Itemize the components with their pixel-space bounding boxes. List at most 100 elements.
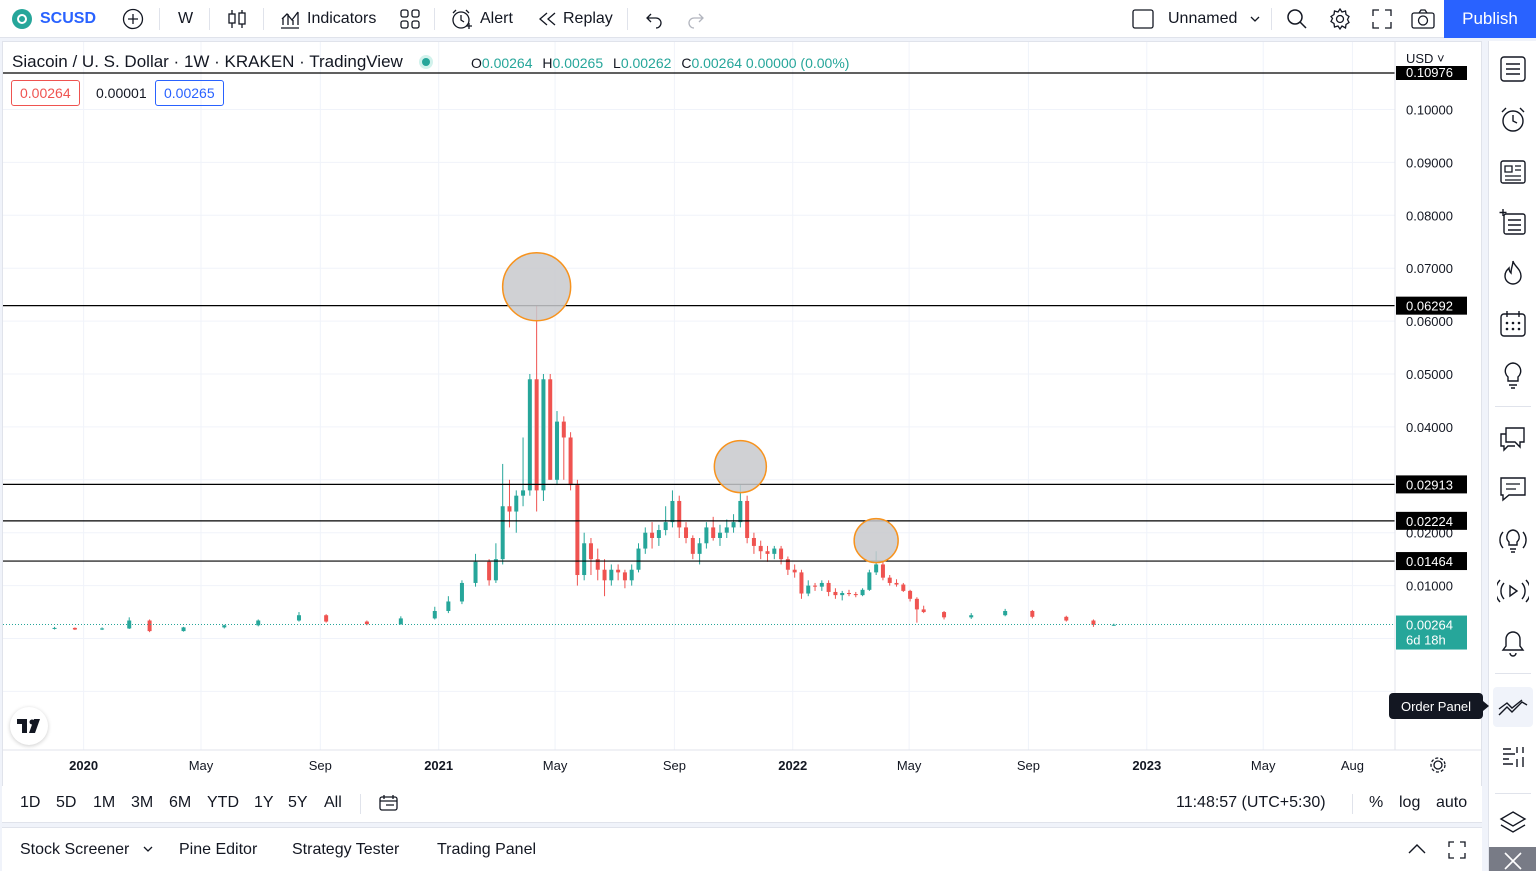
range-all[interactable]: All [324, 794, 342, 811]
goto-date-icon[interactable] [378, 793, 400, 813]
range-6m[interactable]: 6M [169, 794, 192, 811]
news-button[interactable] [1497, 156, 1529, 188]
time-label[interactable]: Aug [1341, 758, 1364, 773]
grid-icon [400, 9, 420, 29]
interval-button[interactable]: W [178, 0, 193, 38]
hotlists-button[interactable] [1497, 257, 1529, 289]
time-label[interactable]: Sep [1017, 758, 1040, 773]
highlight-circle[interactable] [853, 517, 899, 564]
tab-pine-editor[interactable]: Pine Editor [179, 841, 258, 858]
layout-button[interactable]: Unnamed [1131, 0, 1263, 38]
highlight-circle[interactable] [501, 251, 572, 322]
order-panel-icon [1498, 699, 1528, 716]
depth-of-market-button[interactable] [1497, 741, 1529, 773]
ideas-button[interactable] [1497, 359, 1529, 391]
time-label[interactable]: 2022 [778, 758, 807, 773]
candle [1064, 616, 1069, 621]
time-label[interactable]: May [1251, 758, 1276, 773]
clock-label[interactable]: 11:48:57 (UTC+5:30) [1176, 794, 1326, 811]
alerts-button[interactable] [1497, 104, 1529, 136]
replay-icon [539, 12, 556, 26]
chevron-up-icon[interactable] [1406, 841, 1428, 857]
candle [758, 545, 763, 552]
time-label[interactable]: May [897, 758, 922, 773]
time-label[interactable]: Sep [309, 758, 332, 773]
price-tick-label: 0.08000 [1406, 208, 1453, 223]
range-1y[interactable]: 1Y [254, 794, 274, 811]
time-label[interactable]: May [189, 758, 214, 773]
price-scale[interactable]: USD ˅ 0.10000 0.09000 0.08000 0.07000 0.06000… [1394, 42, 1467, 750]
candle [901, 584, 906, 591]
order-panel-button[interactable] [1493, 687, 1533, 727]
time-label[interactable]: May [543, 758, 568, 773]
help-button[interactable] [1489, 847, 1536, 871]
tab-stock-screener[interactable]: Stock Screener [20, 841, 154, 859]
notifications-button[interactable] [1497, 627, 1529, 659]
redo-button[interactable] [686, 0, 706, 38]
chart-canvas[interactable]: USD ˅ 0.10000 0.09000 0.08000 0.07000 0.06000… [3, 42, 1481, 787]
range-1m[interactable]: 1M [93, 794, 116, 811]
highlight-circle[interactable] [713, 439, 768, 494]
fullscreen-button[interactable] [1371, 0, 1393, 38]
alert-button[interactable]: Alert [450, 0, 513, 38]
tradingview-logo-icon[interactable] [10, 707, 48, 745]
horizontal-lines[interactable] [3, 72, 1395, 626]
scale-settings-icon[interactable] [1430, 757, 1446, 773]
time-scale[interactable]: 2020 May Sep 2021 May Sep 2022 May Sep 2023 May Aug [3, 749, 1481, 773]
candle [867, 572, 872, 590]
currency-label[interactable]: USD ˅ [1406, 51, 1445, 66]
highlight-circles[interactable] [501, 251, 899, 564]
time-label[interactable]: 2020 [69, 758, 98, 773]
layout-square-icon [1132, 9, 1154, 29]
maximize-icon[interactable] [1447, 840, 1467, 860]
range-ytd[interactable]: YTD [207, 794, 239, 811]
symbol-search[interactable]: SCUSD [12, 0, 96, 38]
legend-title[interactable]: Siacoin / U. S. Dollar · 1W · KRAKEN · T… [12, 52, 403, 71]
chats-button[interactable] [1497, 422, 1529, 454]
auto-toggle[interactable]: auto [1436, 794, 1468, 811]
candle [650, 532, 655, 538]
chart-pane[interactable]: USD ˅ 0.10000 0.09000 0.08000 0.07000 0.06000… [2, 41, 1482, 823]
candle [806, 585, 811, 594]
time-label[interactable]: Sep [663, 758, 686, 773]
tab-strategy-tester[interactable]: Strategy Tester [292, 841, 400, 858]
templates-button[interactable] [399, 0, 421, 38]
streams-button[interactable] [1497, 575, 1529, 607]
undo-button[interactable] [644, 0, 664, 38]
compare-button[interactable] [122, 0, 144, 38]
tab-trading-panel[interactable]: Trading Panel [437, 841, 537, 858]
search-button[interactable] [1286, 0, 1308, 38]
eye-dot-icon[interactable] [418, 55, 433, 69]
symbol-label: SCUSD [40, 10, 97, 27]
time-label[interactable]: 2023 [1132, 758, 1161, 773]
snapshot-button[interactable] [1410, 0, 1436, 38]
comments-button[interactable] [1497, 473, 1529, 505]
indicators-button[interactable]: Indicators [279, 0, 376, 38]
range-3m[interactable]: 3M [131, 794, 154, 811]
range-1d[interactable]: 1D [20, 794, 41, 811]
object-tree-button[interactable] [1497, 807, 1529, 839]
time-label[interactable]: 2021 [424, 758, 453, 773]
candle [527, 379, 532, 491]
replay-button[interactable]: Replay [537, 0, 613, 38]
candle [521, 490, 526, 496]
data-window-button[interactable] [1497, 206, 1529, 238]
log-toggle[interactable]: log [1399, 794, 1421, 811]
chart-type-button[interactable] [227, 0, 247, 38]
chevron-down-icon [143, 846, 153, 852]
candle [487, 561, 492, 581]
range-5d[interactable]: 5D [56, 794, 77, 811]
sell-button[interactable]: 0.00264 [11, 80, 80, 106]
ideas-stream-button[interactable] [1497, 524, 1529, 556]
watchlist-icon [1500, 56, 1526, 82]
price-label-bg [1396, 66, 1467, 80]
calendar-button[interactable] [1497, 308, 1529, 340]
buy-button[interactable]: 0.00265 [155, 80, 224, 106]
last-price-label-bg [1396, 615, 1467, 650]
settings-button[interactable] [1328, 0, 1352, 38]
range-5y[interactable]: 5Y [288, 794, 308, 811]
percent-toggle[interactable]: % [1369, 794, 1384, 811]
publish-button[interactable]: Publish [1444, 0, 1536, 38]
candle [500, 506, 505, 560]
watchlist-button[interactable] [1497, 53, 1529, 85]
